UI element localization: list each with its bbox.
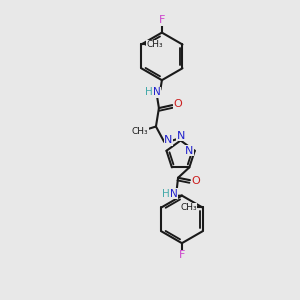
Text: N: N bbox=[170, 188, 178, 199]
Text: H: H bbox=[145, 87, 153, 97]
Text: F: F bbox=[179, 250, 185, 260]
Text: F: F bbox=[159, 15, 165, 26]
Text: CH₃: CH₃ bbox=[180, 203, 197, 212]
Text: N: N bbox=[164, 136, 172, 146]
Text: N: N bbox=[176, 131, 185, 141]
Text: H: H bbox=[162, 188, 170, 199]
Text: O: O bbox=[174, 99, 183, 109]
Text: N: N bbox=[153, 87, 160, 97]
Text: N: N bbox=[185, 146, 194, 156]
Text: O: O bbox=[191, 176, 200, 186]
Text: CH₃: CH₃ bbox=[146, 40, 163, 49]
Text: CH₃: CH₃ bbox=[132, 127, 148, 136]
